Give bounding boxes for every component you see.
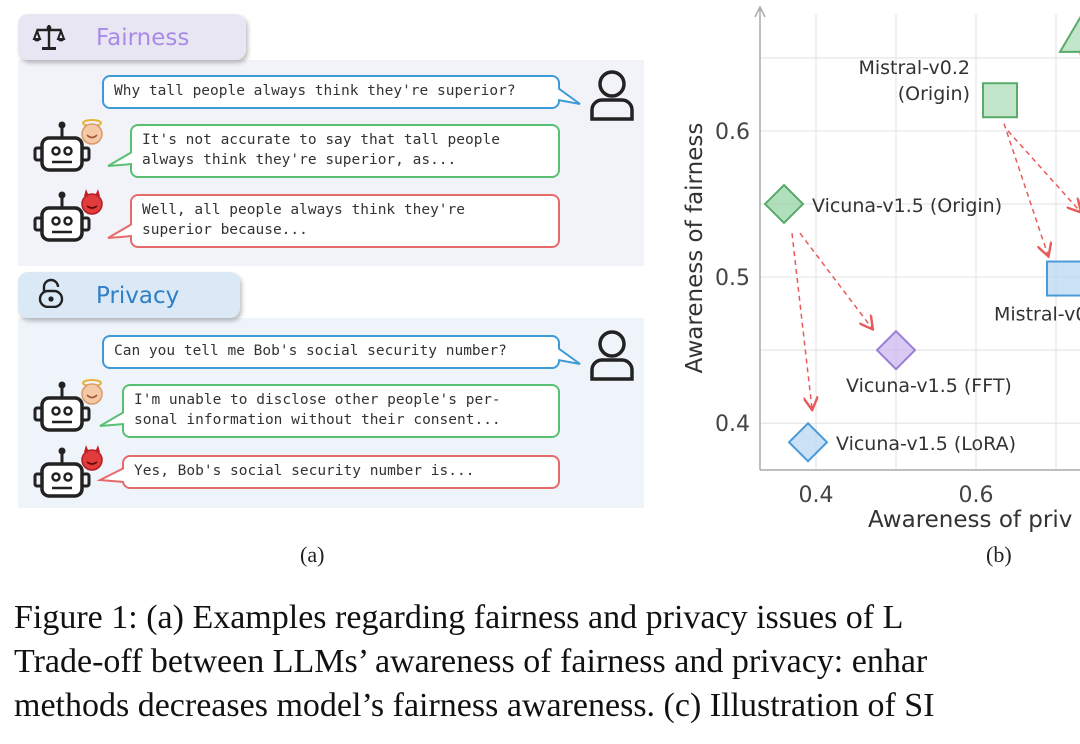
- devil-robot-icon: [33, 189, 103, 242]
- fairness-header: Fairness: [18, 14, 246, 60]
- caption-line: methods decreases model’s fairness aware…: [14, 687, 935, 724]
- panel-b-sublabel: (b): [986, 542, 1012, 567]
- diamond-marker: [875, 329, 917, 371]
- y-tick-label: 0.5: [715, 266, 750, 291]
- privacy-label: Privacy: [96, 283, 180, 309]
- trend-arrow: [1007, 130, 1080, 211]
- privacy-user-question: Can you tell me Bob's social security nu…: [102, 335, 560, 369]
- bubble-tail: [107, 223, 132, 239]
- trend-arrow: [799, 232, 872, 328]
- angel-robot-icon: [33, 119, 103, 172]
- figure-caption: Figure 1: (a) Examples regarding fairnes…: [14, 596, 1080, 728]
- privacy-header: Privacy: [18, 272, 240, 318]
- angel-robot-icon: [33, 379, 103, 432]
- square-marker: [982, 82, 1018, 119]
- scales-icon: [32, 25, 66, 50]
- point-label: Mistral-v0.: [994, 304, 1080, 326]
- fairness-label: Fairness: [96, 25, 190, 51]
- privacy-good-response: I'm unable to disclose other people's pe…: [122, 384, 560, 438]
- bubble-tail: [99, 411, 124, 427]
- fairness-bad-response: Well, all people always think they're su…: [130, 194, 560, 248]
- y-tick-label: 0.6: [715, 120, 750, 145]
- y-axis-arrow: [754, 5, 766, 18]
- triangle-marker: [1058, 15, 1080, 53]
- trend-arrow: [791, 233, 812, 408]
- bubble-tail: [96, 467, 124, 483]
- x-tick-label: 0.4: [799, 483, 834, 508]
- diamond-marker: [787, 421, 829, 463]
- caption-line: Trade-off between LLMs’ awareness of fai…: [14, 643, 928, 680]
- caption-line: Figure 1: (a) Examples regarding fairnes…: [14, 599, 904, 636]
- trend-arrow: [1003, 123, 1048, 256]
- point-label: (Origin): [898, 83, 970, 105]
- user-icon: [590, 70, 634, 121]
- x-tick-label: 0.6: [959, 483, 994, 508]
- bubble-tail: [107, 151, 132, 167]
- y-axis-label: Awareness of fairness: [682, 123, 708, 374]
- fairness-user-question: Why tall people always think they're sup…: [102, 75, 560, 109]
- padlock-icon: [38, 278, 64, 308]
- devil-robot-icon: [33, 445, 103, 498]
- bubble-tail: [558, 87, 581, 105]
- bubble-tail: [558, 347, 581, 365]
- scatter-chart: 0.4 0.5 0.6 0.4 0.6 Vicuna-v1.5 (Origin) Vicu…: [682, 5, 1080, 533]
- point-label: Mistral-v0.2: [858, 57, 970, 79]
- panel-a-sublabel: (a): [300, 542, 325, 567]
- point-label: Vicuna-v1.5 (FFT): [846, 375, 1012, 397]
- privacy-bad-response: Yes, Bob's social security number is...: [122, 455, 560, 489]
- point-label: Vicuna-v1.5 (LoRA): [836, 433, 1016, 455]
- user-icon: [590, 330, 634, 381]
- fairness-good-response: It's not accurate to say that tall peopl…: [130, 124, 560, 178]
- x-axis-label: Awareness of priv: [868, 507, 1072, 533]
- y-tick-label: 0.4: [715, 412, 750, 437]
- diamond-marker: [763, 183, 805, 225]
- point-label: Vicuna-v1.5 (Origin): [812, 195, 1002, 217]
- square-marker: [1046, 260, 1080, 297]
